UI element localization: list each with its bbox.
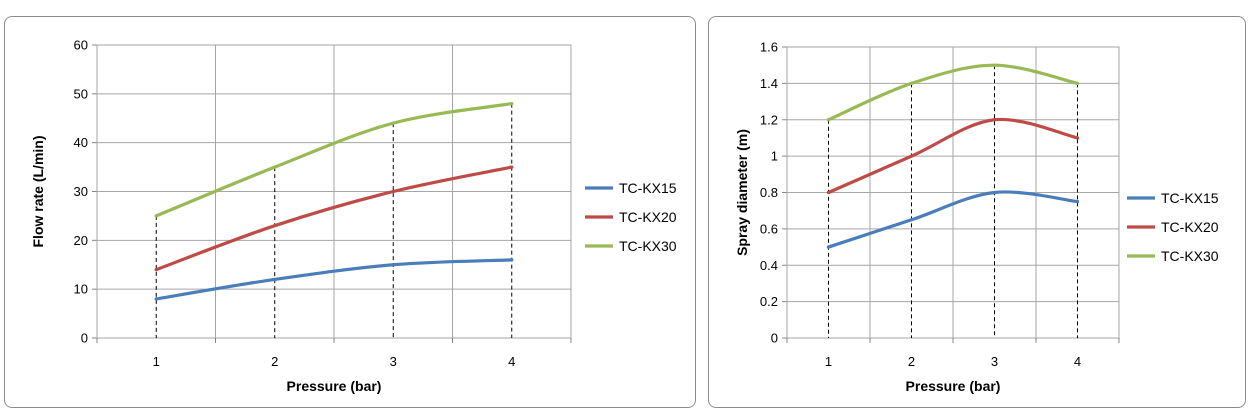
series-line-tc-kx20 <box>154 165 514 272</box>
data-point-tc-kx20 <box>909 154 914 158</box>
x-axis-title: Pressure (bar) <box>906 378 1001 394</box>
y-tick-label: 1.4 <box>760 76 778 91</box>
y-tick-label: 1.6 <box>760 40 778 55</box>
series-line-tc-kx15 <box>826 190 1080 249</box>
series-line-tc-kx20 <box>826 117 1080 195</box>
data-point-tc-kx20 <box>510 165 514 169</box>
y-tick-label: 0 <box>771 331 778 346</box>
data-point-tc-kx30 <box>510 102 514 106</box>
data-point-tc-kx20 <box>992 118 997 122</box>
data-point-tc-kx15 <box>391 263 395 267</box>
data-point-tc-kx15 <box>826 245 831 249</box>
y-tick-label: 60 <box>74 38 88 53</box>
x-tick-label: 2 <box>271 354 278 369</box>
series-line-tc-kx30 <box>154 102 514 218</box>
y-tick-label: 10 <box>74 282 88 297</box>
data-point-tc-kx15 <box>909 218 914 222</box>
y-tick-label: 0.4 <box>760 258 778 273</box>
legend-label-tc-kx30: TC-KX30 <box>1161 248 1219 264</box>
x-tick-label: 4 <box>508 354 515 369</box>
y-tick-label: 50 <box>74 86 88 101</box>
series-line-tc-kx15 <box>154 258 514 301</box>
data-point-tc-kx15 <box>510 258 514 262</box>
y-tick-label: 20 <box>74 233 88 248</box>
y-tick-label: 1.2 <box>760 112 778 127</box>
data-point-tc-kx15 <box>273 277 277 281</box>
series-line-tc-kx30 <box>826 63 1080 122</box>
data-point-tc-kx20 <box>826 190 831 195</box>
data-point-tc-kx15 <box>992 190 997 195</box>
legend-label-tc-kx15: TC-KX15 <box>619 180 677 196</box>
data-point-tc-kx30 <box>154 214 158 218</box>
data-point-tc-kx15 <box>154 297 158 301</box>
data-point-tc-kx30 <box>273 165 277 169</box>
legend-label-tc-kx20: TC-KX20 <box>1161 219 1219 235</box>
y-tick-label: 0.6 <box>760 221 778 236</box>
y-axis-title: Flow rate (L/min) <box>30 136 46 248</box>
data-point-tc-kx15 <box>1075 199 1080 204</box>
legend-label-tc-kx20: TC-KX20 <box>619 209 677 225</box>
x-tick-label: 4 <box>1074 354 1081 369</box>
spray-diameter-chart-panel: 0 0.2 0.4 0.6 0.8 1 1.2 1.4 1.6 1 2 3 4 Pressure (bar… <box>708 16 1246 408</box>
y-tick-label: 40 <box>74 135 88 150</box>
data-point-tc-kx30 <box>391 121 395 125</box>
data-point-tc-kx20 <box>154 268 158 272</box>
x-tick-label: 1 <box>153 354 160 369</box>
flow-rate-chart-panel: 0 10 20 30 40 50 60 1 2 3 4 Pressure (bar) Flow rate… <box>4 16 696 408</box>
y-axis-title: Spray diameter (m) <box>734 129 750 256</box>
x-tick-label: 1 <box>825 354 832 369</box>
y-tick-label: 0.8 <box>760 185 778 200</box>
y-tick-label: 1 <box>771 149 778 164</box>
x-tick-label: 3 <box>991 354 998 369</box>
x-tick-label: 2 <box>908 354 915 369</box>
legend-label-tc-kx30: TC-KX30 <box>619 238 677 254</box>
data-point-tc-kx20 <box>1075 136 1080 140</box>
data-point-tc-kx20 <box>273 224 277 228</box>
data-point-tc-kx30 <box>992 63 997 67</box>
x-axis-title: Pressure (bar) <box>287 378 382 394</box>
spray-diameter-chart: 0 0.2 0.4 0.6 0.8 1 1.2 1.4 1.6 1 2 3 4 Pressure (bar… <box>734 40 1219 395</box>
data-point-tc-kx30 <box>1075 81 1080 85</box>
y-tick-label: 0 <box>81 331 88 346</box>
x-tick-label: 3 <box>390 354 397 369</box>
data-point-tc-kx20 <box>391 189 395 194</box>
flow-rate-chart: 0 10 20 30 40 50 60 1 2 3 4 Pressure (bar) Flow rate… <box>30 38 677 395</box>
legend-label-tc-kx15: TC-KX15 <box>1161 190 1219 206</box>
y-tick-label: 0.2 <box>760 294 778 309</box>
data-point-tc-kx30 <box>909 81 914 85</box>
y-tick-label: 30 <box>74 184 88 199</box>
data-point-tc-kx30 <box>826 118 831 122</box>
